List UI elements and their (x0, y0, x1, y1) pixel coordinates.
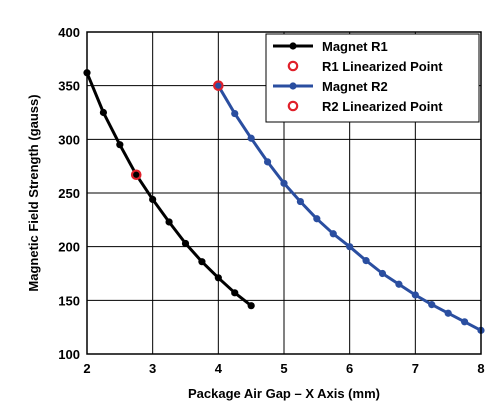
data-point (428, 301, 436, 309)
y-axis-ticks: 100 150 200 250 300 350 400 (58, 25, 80, 362)
legend-box (265, 33, 480, 123)
legend-label: Magnet R2 (322, 79, 388, 94)
data-point (181, 239, 190, 248)
data-point (214, 274, 222, 282)
data-point (346, 243, 354, 251)
x-axis-title: Package Air Gap – X Axis (mm) (188, 386, 380, 401)
y-tick-label: 200 (58, 240, 80, 255)
data-point (313, 215, 321, 223)
linearized-point (213, 80, 224, 91)
data-point (149, 195, 157, 204)
data-point (329, 230, 337, 238)
linearized-point (130, 169, 142, 181)
legend-marker-swatch (289, 82, 297, 90)
data-point (231, 289, 239, 297)
legend-marker-swatch (289, 42, 297, 50)
data-point (444, 309, 452, 317)
legend: Magnet R1 R1 Linearized Point Magnet R2 R2 … (265, 33, 480, 123)
data-point (296, 197, 305, 206)
data-point (411, 291, 419, 299)
legend-ring-swatch (287, 100, 299, 112)
x-tick-label: 6 (346, 361, 353, 376)
data-point (214, 82, 222, 90)
data-point (247, 302, 255, 310)
legend-label: R2 Linearized Point (322, 99, 443, 114)
linearized-points (130, 80, 224, 181)
data-point (132, 171, 140, 179)
x-axis-ticks: 2 3 4 5 6 7 8 (83, 361, 484, 376)
legend-label: Magnet R1 (322, 39, 388, 54)
y-tick-label: 250 (58, 186, 80, 201)
x-tick-label: 4 (215, 361, 223, 376)
data-point (395, 280, 403, 288)
data-point (198, 258, 206, 266)
data-point (116, 141, 124, 149)
data-point (378, 269, 387, 278)
data-point (280, 179, 288, 187)
data-point (99, 108, 108, 117)
plot-frame (86, 31, 482, 355)
x-tick-label: 7 (412, 361, 419, 376)
x-tick-label: 8 (477, 361, 484, 376)
y-tick-label: 350 (58, 79, 80, 94)
y-tick-label: 300 (58, 132, 80, 147)
legend-label: R1 Linearized Point (322, 59, 443, 74)
x-tick-label: 2 (83, 361, 90, 376)
y-axis-title: Magnetic Field Strength (gauss) (26, 94, 41, 291)
y-tick-label: 150 (58, 293, 80, 308)
y-tick-label: 400 (58, 25, 80, 40)
y-tick-label: 100 (58, 347, 80, 362)
data-point (263, 158, 272, 166)
legend-ring-swatch (287, 60, 299, 72)
data-point (165, 218, 173, 226)
data-point (231, 109, 239, 118)
data-point (247, 134, 255, 142)
x-tick-label: 5 (280, 361, 287, 376)
data-point (460, 318, 469, 326)
data-point (362, 257, 370, 265)
x-tick-label: 3 (149, 361, 156, 376)
